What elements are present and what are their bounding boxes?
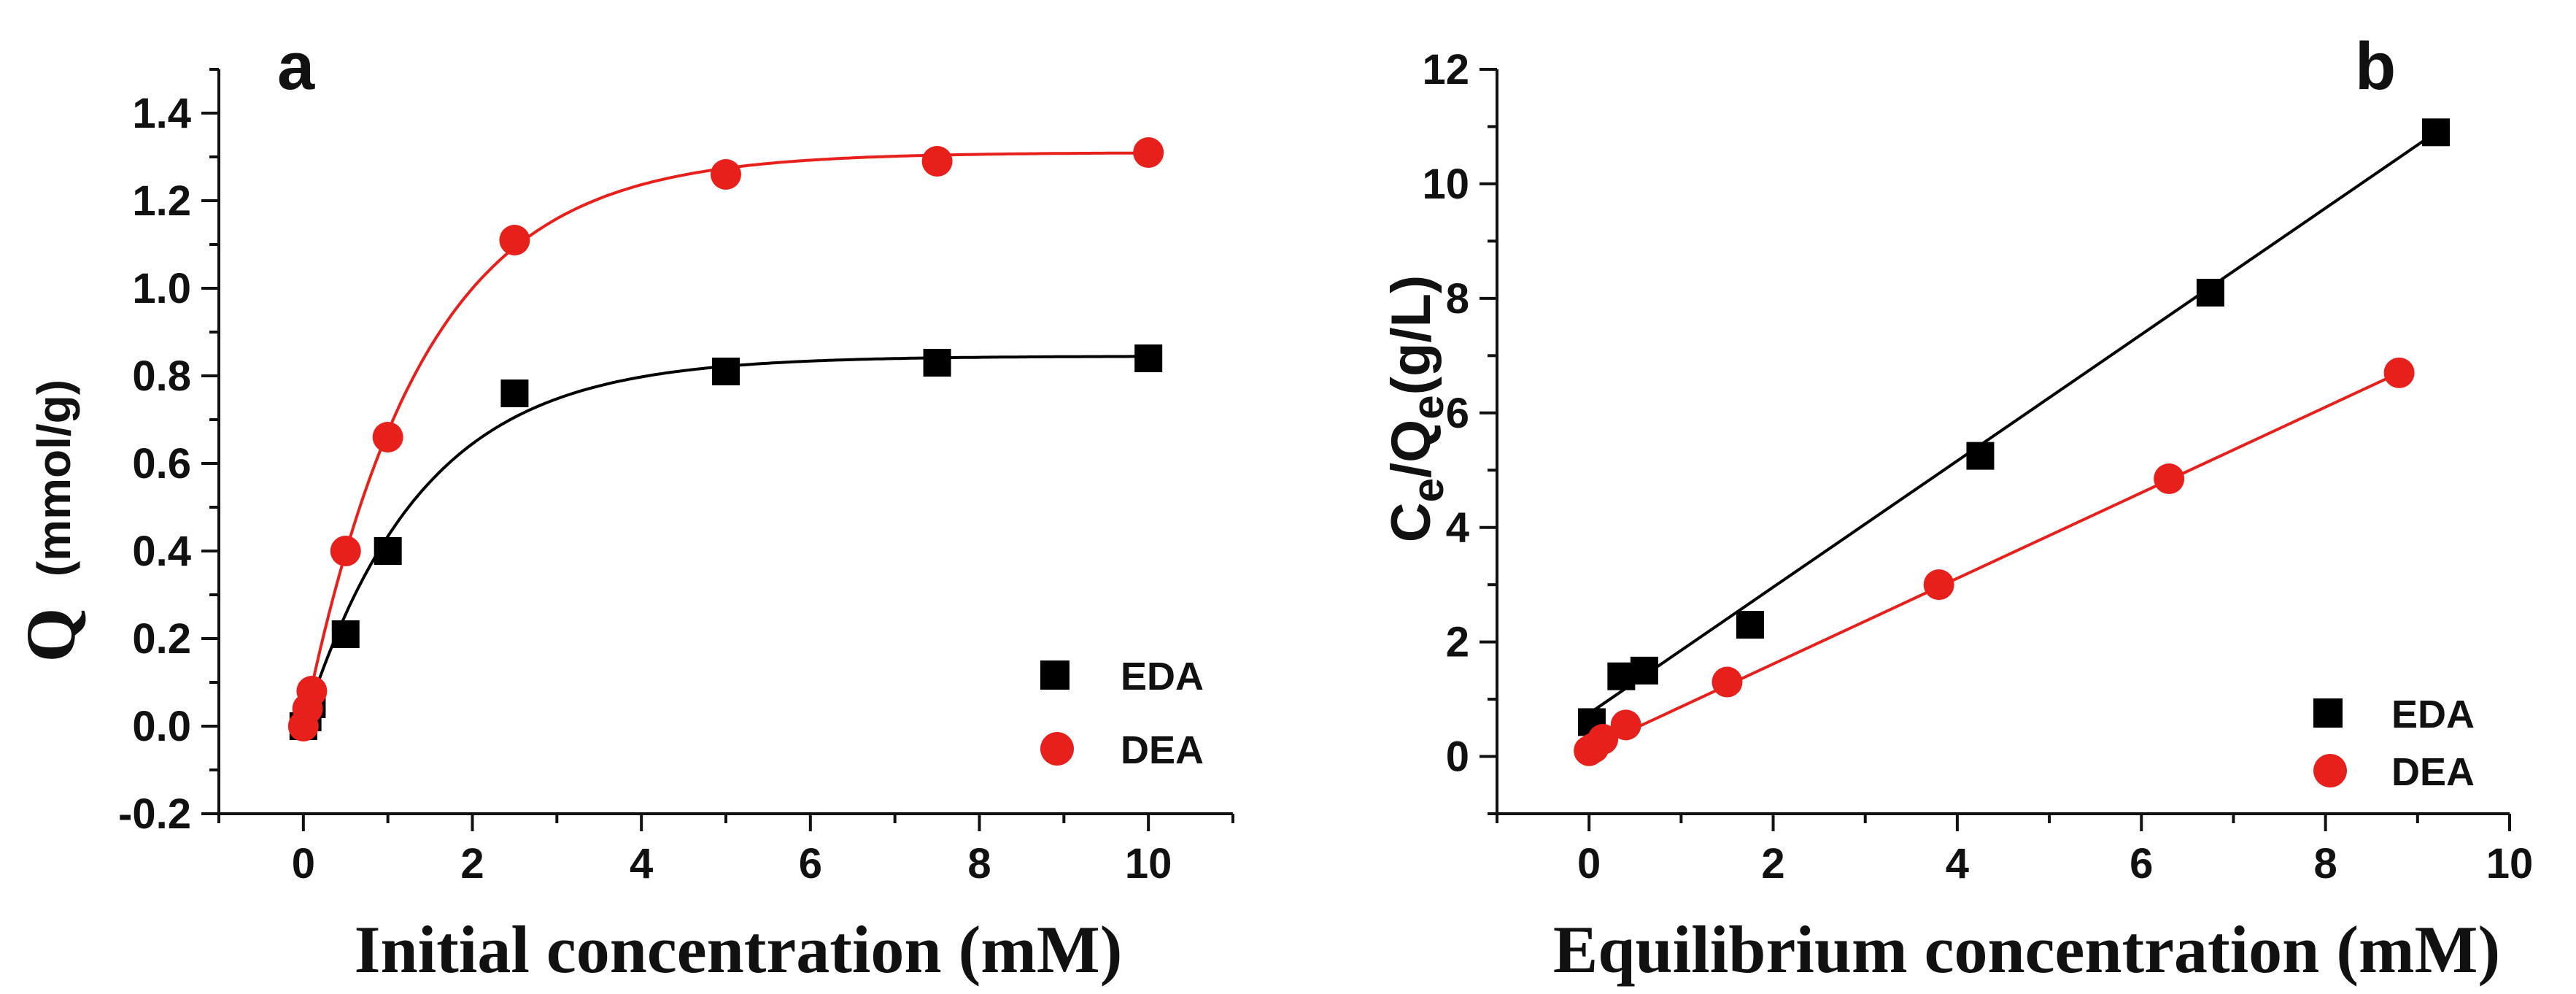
panel-b-y-tick-label: 4 [1446, 504, 1469, 552]
panel-b-point-dea [1923, 569, 1954, 601]
panel-b-y-tick-label: 10 [1422, 161, 1469, 208]
panel-a-y-axis-label-group: Q (mmol/g) [12, 380, 90, 662]
panel-a-point-eda [1134, 344, 1163, 372]
panel-b-data-points [1574, 118, 2451, 766]
panel-a-y-tick-label: 0.8 [132, 352, 191, 400]
panel-b-y-tick-label: 12 [1422, 46, 1469, 93]
panel-a-fit-line-eda [301, 355, 1149, 727]
panel-a-data-points [287, 137, 1164, 741]
panel-b-point-eda [1736, 611, 1764, 639]
panel-a-y-axis-unit: (mmol/g) [28, 380, 80, 577]
panel-a-point-dea [711, 159, 741, 190]
panel-a-x-tick-label: 2 [460, 840, 484, 887]
panel-b-point-eda [2196, 279, 2224, 307]
panel-a-y-tick-label: 0.0 [132, 703, 191, 750]
panel-a-axes: 0 2 4 6 8 10 -0.2 0.0 0.2 0.4 0.6 0.8 1.0 1.2 1.4 [118, 68, 1234, 887]
panel-a-point-dea [1133, 137, 1164, 168]
panel-a-y-tick-label: 0.2 [132, 615, 191, 663]
panel-a-y-tick-label: 1.0 [132, 265, 191, 312]
panel-b-x-tick-label: 10 [2486, 840, 2534, 887]
panel-b-fit-line-dea [1588, 371, 2400, 751]
panel-b-letter: b [2355, 29, 2396, 104]
legend-dea-marker [1040, 732, 1074, 766]
legend-eda-marker [1040, 660, 1070, 690]
panel-b-point-dea [2383, 357, 2415, 388]
panel-b-point-eda [1630, 656, 1658, 685]
panel-b-axes: 0 2 4 6 8 10 0 2 4 6 8 10 12 [1422, 46, 2533, 887]
panel-b-fit-lines [1588, 131, 2437, 751]
panel-a-point-eda [331, 620, 360, 648]
panel-a-x-tick-label: 0 [292, 840, 315, 887]
panel-b-chart: 0 2 4 6 8 10 0 2 4 6 8 10 12 b Equilibrium concentra… [1380, 29, 2533, 987]
panel-a-point-dea [372, 422, 403, 452]
panel-a-chart: 0 2 4 6 8 10 -0.2 0.0 0.2 0.4 0.6 0.8 1.0 1.2 1.4 a In… [12, 29, 1234, 987]
panel-b-point-dea [2154, 463, 2185, 494]
panel-b-x-tick-label: 8 [2314, 840, 2337, 887]
panel-b-x-tick-label: 4 [1946, 840, 1969, 887]
panel-b-point-eda [2422, 118, 2451, 147]
panel-a-point-eda [712, 358, 740, 385]
panel-a-x-tick-label: 10 [1125, 840, 1172, 887]
legend-dea-label: DEA [2391, 750, 2475, 794]
panel-b-legend: EDA DEA [2313, 693, 2475, 794]
panel-a-point-dea [296, 676, 328, 706]
panel-b-x-axis-label: Equilibrium concentration (mM) [1553, 912, 2500, 987]
panel-b-point-dea [1587, 724, 1619, 755]
panel-b-y-tick-label: 6 [1446, 390, 1469, 437]
panel-a-x-axis-label: Initial concentration (mM) [355, 912, 1123, 987]
panel-a-point-dea [499, 225, 530, 255]
panel-a-point-eda [500, 380, 529, 407]
panel-b-y-axis-label-group: Ce/Qe(g/L) [1380, 275, 1453, 542]
panel-b-fit-line-eda [1588, 131, 2437, 715]
panel-a-point-eda [374, 537, 402, 565]
panel-a-point-dea [330, 536, 361, 566]
panel-b-point-eda [1966, 442, 1995, 470]
panel-a-y-tick-label: 0.6 [132, 440, 191, 488]
panel-a-x-tick-label: 4 [630, 840, 653, 887]
panel-a-y-tick-label: -0.2 [118, 790, 191, 838]
panel-b-y-tick-label: 2 [1446, 619, 1469, 666]
panel-a-y-tick-label: 0.4 [132, 528, 191, 575]
panel-a-letter: a [277, 29, 315, 104]
panel-b-x-tick-label: 0 [1577, 840, 1601, 887]
legend-eda-marker [2313, 698, 2343, 728]
legend-eda-label: EDA [1121, 655, 1204, 698]
panel-b-y-tick-label: 8 [1446, 275, 1469, 323]
panel-b-y-tick-label: 0 [1446, 733, 1469, 781]
panel-b-y-axis-label: Ce/Qe(g/L) [1380, 275, 1453, 542]
panel-a-x-tick-label: 8 [967, 840, 991, 887]
legend-dea-marker [2313, 754, 2347, 787]
panel-a-y-tick-label: 1.2 [132, 177, 191, 225]
panel-a-point-eda [923, 349, 951, 377]
panel-a-legend: EDA DEA [1040, 655, 1204, 772]
panel-a-point-dea [921, 146, 953, 177]
panel-a-y-tick-label: 1.4 [132, 90, 191, 137]
panel-b-point-dea [1711, 666, 1743, 698]
panel-a-x-tick-label: 6 [799, 840, 822, 887]
panel-a-y-axis-label: Q [12, 608, 90, 663]
panel-a-fit-lines [301, 151, 1149, 727]
panel-b-x-tick-label: 2 [1761, 840, 1784, 887]
panel-b-point-dea [1610, 709, 1641, 741]
panel-b-x-tick-label: 6 [2130, 840, 2153, 887]
panel-a-fit-line-dea [301, 151, 1149, 727]
legend-eda-label: EDA [2391, 693, 2475, 736]
legend-dea-label: DEA [1121, 728, 1204, 772]
